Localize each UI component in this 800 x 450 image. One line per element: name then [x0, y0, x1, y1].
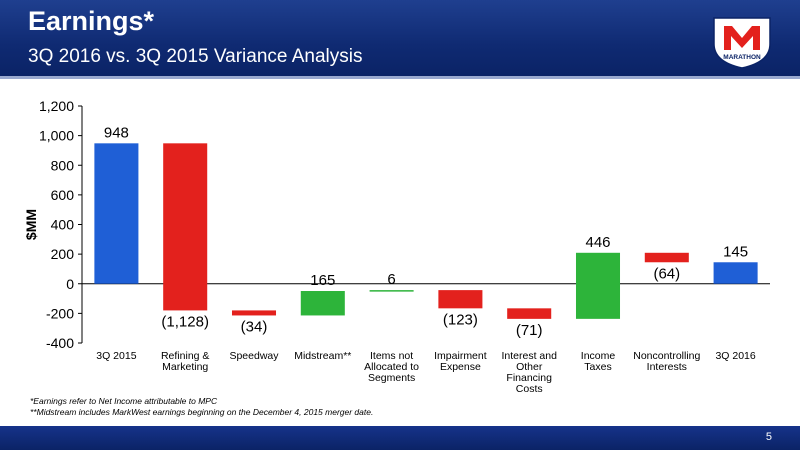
data-label: 948 [104, 124, 129, 141]
x-tick-label: Noncontrolling [633, 350, 700, 362]
data-label: (71) [516, 322, 543, 339]
bar [575, 252, 621, 319]
data-label: 165 [310, 272, 335, 289]
x-tick-label: Interest and [501, 350, 557, 362]
x-tick-label: Interests [647, 361, 687, 373]
x-tick-label: Items not [370, 350, 413, 362]
y-axis-title: $MM [23, 209, 39, 240]
y-tick-label: -200 [46, 305, 74, 321]
data-label: 145 [723, 243, 748, 260]
logo-wordmark: MARATHON [723, 54, 761, 61]
x-tick-label: Other [516, 361, 543, 373]
x-tick-label: Midstream** [294, 350, 351, 362]
header-divider [0, 76, 800, 79]
x-tick-label: Marketing [162, 361, 208, 373]
x-tick-label: Income [581, 350, 616, 362]
y-tick-label: 1,200 [39, 98, 74, 114]
y-tick-label: 400 [51, 217, 75, 233]
x-tick-label: Costs [516, 383, 543, 395]
footnote-midstream: **Midstream includes MarkWest earnings b… [30, 407, 374, 417]
x-tick-label: Taxes [584, 361, 611, 373]
x-tick-label: Segments [368, 372, 415, 384]
bar [507, 308, 552, 319]
bar [94, 143, 139, 284]
footer-bar: 5 [0, 426, 800, 450]
page-subtitle: 3Q 2016 vs. 3Q 2015 Variance Analysis [28, 46, 363, 67]
x-tick-label: Expense [440, 361, 481, 373]
y-tick-label: 800 [51, 157, 75, 173]
footnotes: *Earnings refer to Net Income attributab… [30, 396, 373, 418]
bar [231, 310, 277, 316]
x-tick-label: Impairment [434, 350, 487, 362]
data-label: (1,128) [161, 313, 209, 330]
header-banner [0, 0, 800, 76]
x-tick-label: Refining & [161, 350, 209, 362]
bar [163, 143, 208, 311]
bar [300, 291, 345, 316]
y-tick-label: 600 [51, 187, 75, 203]
page-number: 5 [765, 431, 772, 443]
data-label: (123) [443, 311, 478, 328]
x-tick-label: Allocated to [364, 361, 419, 373]
page-title: Earnings* [28, 6, 155, 36]
bar [438, 290, 483, 309]
data-label: (64) [653, 265, 680, 282]
marathon-logo: MARATHON [713, 17, 771, 69]
logo-m-mark [724, 26, 760, 50]
data-label: (34) [241, 318, 268, 335]
data-label: 6 [387, 271, 395, 288]
bar [713, 262, 758, 284]
y-tick-label: 200 [51, 246, 75, 262]
y-tick-label: 1,000 [39, 128, 74, 144]
waterfall-chart: -400 -200 0 200 400 600 800 1,000 1,200 $MM 948 3Q … [23, 98, 770, 395]
y-tick-label: 0 [66, 276, 74, 292]
bar [644, 252, 689, 263]
bar [369, 290, 414, 292]
x-tick-label: Financing [506, 372, 552, 384]
x-tick-label: Speedway [229, 350, 279, 362]
footnote-earnings: *Earnings refer to Net Income attributab… [30, 396, 218, 406]
x-tick-label: 3Q 2015 [96, 350, 136, 362]
y-tick-label: -400 [46, 335, 74, 351]
x-tick-label: 3Q 2016 [715, 350, 755, 362]
data-label: 446 [585, 234, 610, 251]
